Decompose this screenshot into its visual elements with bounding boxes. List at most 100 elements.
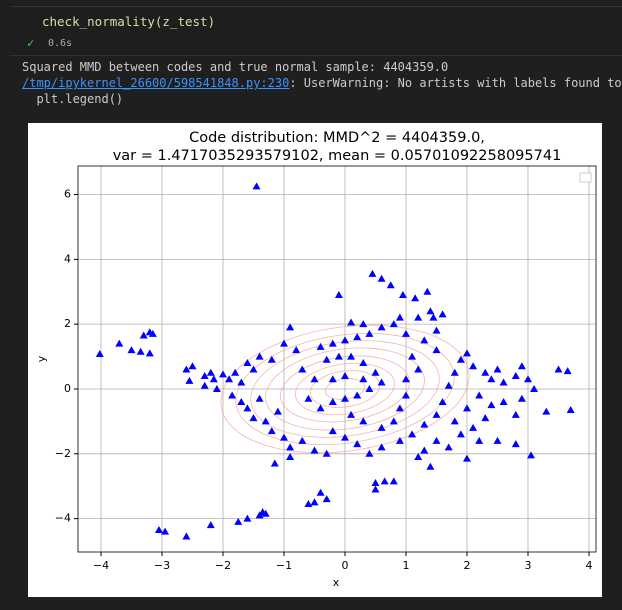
point [493,365,502,373]
point [456,430,465,438]
point [139,331,148,339]
code-cell [10,6,622,56]
y-axis-label: y [35,355,48,362]
x-tick-label: 0 [341,559,348,572]
point [359,375,368,383]
plot-frame [77,165,597,553]
point [511,440,520,448]
point [377,323,386,331]
point [206,521,215,529]
point [243,359,252,367]
point [347,352,356,360]
point [347,318,356,326]
point [365,384,374,392]
x-tick-label: 1 [402,559,409,572]
point [148,329,157,337]
point [353,440,362,448]
point [359,320,368,328]
point [225,375,234,383]
point [243,514,252,522]
point [286,453,295,461]
point [456,355,465,363]
point [200,381,209,389]
point [270,459,279,467]
point [267,355,276,363]
point [527,451,536,459]
point [261,417,270,425]
point [353,333,362,341]
point [408,430,417,438]
point [566,406,575,414]
point [212,384,221,392]
point [255,352,264,360]
x-tick-label: 4 [585,559,592,572]
output-line: plt.legend() [22,92,124,106]
point [286,323,295,331]
point [328,397,337,405]
point [234,517,243,525]
x-tick-label: −2 [215,559,231,572]
point [188,362,197,370]
point [249,414,258,422]
file-link[interactable]: /tmp/ipykernel_26600/598541848.py:230 [22,76,290,90]
point [414,365,423,373]
point [511,372,520,380]
point [475,436,484,444]
point [279,433,288,441]
point [542,407,551,415]
point [401,329,410,337]
point [340,336,349,344]
point [334,352,343,360]
point [462,349,471,357]
point [322,449,331,457]
figure-bg [28,123,602,597]
point [298,436,307,444]
point [411,294,420,302]
point [517,394,526,402]
point [316,342,325,350]
point [414,453,423,461]
output-line: Squared MMD between codes and true norma… [22,60,449,74]
point [200,372,209,380]
point [444,381,453,389]
point [255,394,264,402]
point [243,404,252,412]
point [438,397,447,405]
point [420,446,429,454]
point [359,417,368,425]
code-line: check_normality(z_test) [42,14,216,29]
point [182,365,191,373]
point [395,404,404,412]
point [368,269,377,277]
point [481,414,490,422]
point [395,436,404,444]
point [423,287,432,295]
point [209,375,218,383]
point [322,355,331,363]
point [127,346,136,354]
point [228,391,237,399]
point [450,368,459,376]
point [438,310,447,318]
point [487,375,496,383]
point [499,378,508,386]
point [206,368,215,376]
point [401,391,410,399]
point [340,433,349,441]
point [371,485,380,493]
grid [78,166,596,552]
point [426,462,435,470]
point [328,339,337,347]
point [386,281,395,289]
point [420,420,429,428]
point [389,417,398,425]
point [145,349,154,357]
point [371,368,380,376]
point [432,436,441,444]
warning-text: : UserWarning: No artists with labels fo… [289,76,622,90]
point [304,394,313,402]
point [310,446,319,454]
point [432,326,441,334]
